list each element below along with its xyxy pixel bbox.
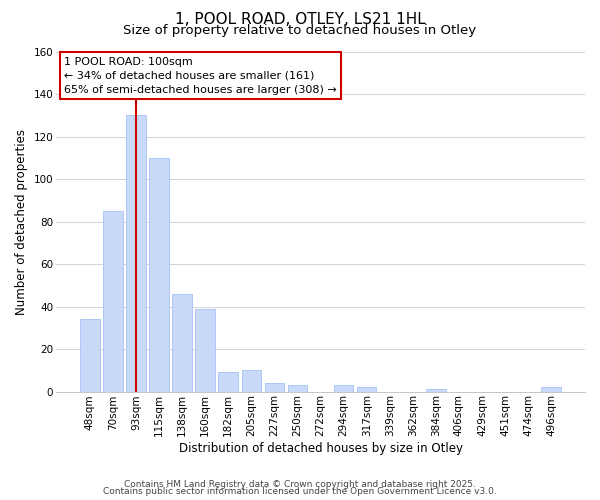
Bar: [126, 116, 146, 392]
Text: 1, POOL ROAD, OTLEY, LS21 1HL: 1, POOL ROAD, OTLEY, LS21 1HL: [175, 12, 425, 28]
Text: Contains public sector information licensed under the Open Government Licence v3: Contains public sector information licen…: [103, 487, 497, 496]
Bar: [103, 211, 123, 392]
Text: Contains HM Land Registry data © Crown copyright and database right 2025.: Contains HM Land Registry data © Crown c…: [124, 480, 476, 489]
Bar: [218, 372, 238, 392]
X-axis label: Distribution of detached houses by size in Otley: Distribution of detached houses by size …: [179, 442, 463, 455]
Bar: [265, 383, 284, 392]
Bar: [541, 388, 561, 392]
Bar: [357, 388, 376, 392]
Text: Size of property relative to detached houses in Otley: Size of property relative to detached ho…: [124, 24, 476, 37]
Bar: [242, 370, 261, 392]
Bar: [172, 294, 192, 392]
Bar: [287, 385, 307, 392]
Y-axis label: Number of detached properties: Number of detached properties: [15, 128, 28, 314]
Bar: [426, 390, 446, 392]
Bar: [196, 308, 215, 392]
Bar: [80, 320, 100, 392]
Bar: [334, 385, 353, 392]
Text: 1 POOL ROAD: 100sqm
← 34% of detached houses are smaller (161)
65% of semi-detac: 1 POOL ROAD: 100sqm ← 34% of detached ho…: [64, 56, 337, 94]
Bar: [149, 158, 169, 392]
